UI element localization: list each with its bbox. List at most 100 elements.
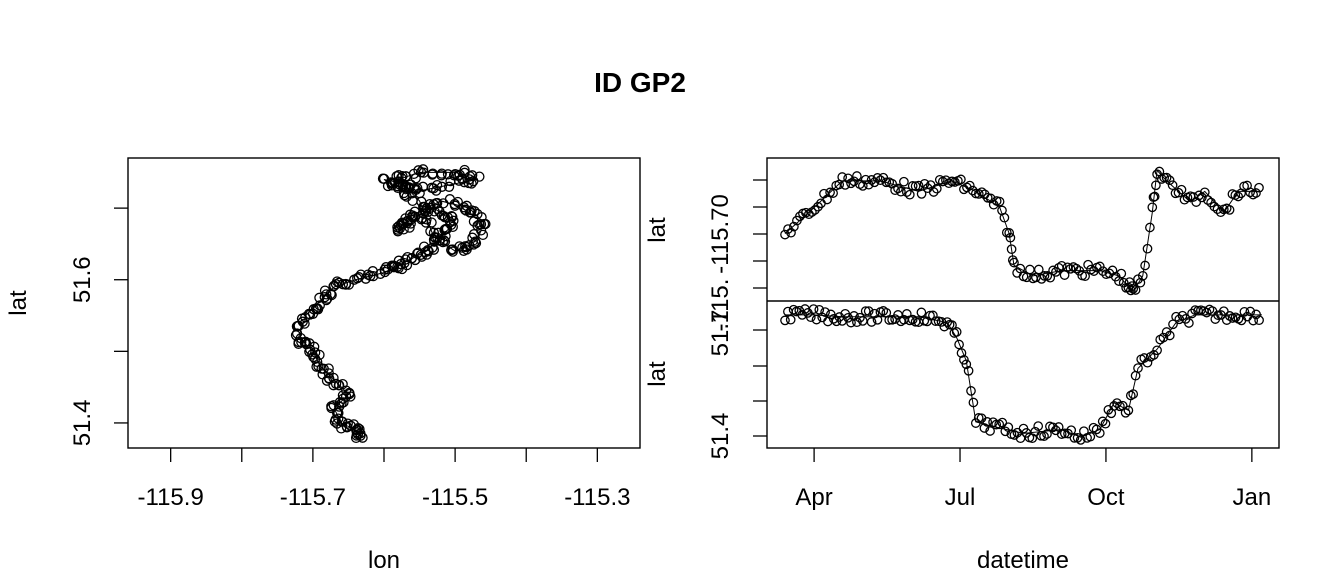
- right-upper-point: [1197, 192, 1207, 203]
- right-lower-point: [1133, 363, 1143, 373]
- left-track-point: [405, 179, 417, 190]
- right-lower-y-tick-label: 51.7: [707, 310, 734, 357]
- left-track-point: [469, 206, 480, 217]
- left-track-point: [396, 172, 407, 183]
- right-lower-point: [869, 308, 880, 319]
- left-track-point: [459, 177, 470, 188]
- right-upper-point: [907, 181, 918, 191]
- right-lower-point: [985, 426, 995, 436]
- right-lower-point: [863, 306, 874, 316]
- right-upper-point: [1130, 285, 1141, 295]
- right-upper-point: [852, 171, 862, 181]
- right-upper-point: [837, 172, 848, 182]
- right-upper-point: [789, 221, 799, 232]
- right-lower-point: [991, 419, 1002, 430]
- right-lower-point: [1158, 332, 1169, 343]
- right-lower-point: [811, 314, 822, 325]
- left-track-point: [326, 401, 337, 412]
- right-lower-point: [928, 310, 938, 321]
- right-upper-point: [913, 180, 924, 191]
- right-lower-point: [925, 310, 935, 321]
- right-x-tick-label: Jan: [1233, 484, 1272, 511]
- right-lower-point: [866, 317, 877, 327]
- left-track-point: [368, 270, 379, 282]
- left-track-point: [428, 227, 440, 238]
- left-track-point: [433, 227, 444, 238]
- right-upper-point: [1194, 190, 1204, 201]
- left-track-point: [442, 169, 454, 180]
- right-lower-point: [1245, 306, 1256, 317]
- left-track-point: [419, 201, 430, 213]
- right-lower-point: [785, 314, 796, 325]
- right-lower-point: [961, 359, 972, 370]
- right-lower-point: [855, 312, 865, 323]
- left-track-point: [413, 165, 424, 176]
- left-track-point: [445, 175, 456, 187]
- left-track-point: [474, 171, 485, 182]
- left-track-point: [336, 398, 347, 409]
- right-upper-point: [1254, 182, 1264, 193]
- left-track-point: [431, 179, 443, 191]
- right-lower-point: [951, 327, 962, 337]
- right-upper-point: [999, 212, 1010, 223]
- right-upper-point: [1251, 188, 1261, 198]
- right-lower-point: [788, 304, 799, 315]
- right-upper-point: [985, 193, 996, 204]
- left-track-point: [401, 259, 413, 271]
- right-lower-point: [963, 365, 974, 376]
- right-lower-point: [1142, 357, 1153, 368]
- right-lower-y-tick-label: 51.4: [707, 413, 734, 460]
- left-track-point: [439, 212, 451, 223]
- right-lower-point: [916, 307, 927, 318]
- right-x-tick-label: Apr: [795, 484, 832, 511]
- right-x-tick-label: Oct: [1087, 484, 1125, 511]
- right-upper-point: [1203, 195, 1213, 205]
- left-track-point: [319, 285, 331, 296]
- right-lower-point: [1094, 428, 1105, 438]
- right-upper-point: [896, 186, 906, 197]
- right-upper-point: [1080, 271, 1090, 282]
- left-track-point: [323, 363, 334, 374]
- right-lower-point: [1248, 315, 1259, 326]
- left-track-point: [333, 407, 344, 419]
- right-lower-point: [930, 316, 941, 327]
- left-track-point: [307, 349, 318, 360]
- left-track-point: [311, 361, 322, 372]
- right-lower-point: [966, 386, 976, 396]
- right-lower-point: [1069, 433, 1080, 443]
- right-lower-point: [1251, 309, 1261, 320]
- left-track-point: [442, 212, 454, 223]
- right-upper-point: [1173, 187, 1184, 198]
- right-upper-point: [1056, 260, 1067, 271]
- right-lower-point: [1039, 431, 1049, 442]
- left-track-point: [296, 313, 308, 324]
- left-track-point: [394, 223, 406, 234]
- right-upper-point: [1140, 260, 1150, 271]
- right-upper-point: [1098, 266, 1108, 277]
- left-track-point: [296, 336, 307, 348]
- right-lower-point: [954, 339, 964, 350]
- left-track-point: [427, 242, 438, 253]
- right-upper-point: [843, 173, 853, 184]
- left-track-point: [403, 181, 414, 193]
- left-track-point: [348, 419, 359, 430]
- left-track-point: [392, 224, 403, 235]
- right-upper-point: [1025, 264, 1035, 275]
- right-upper-point: [916, 189, 927, 199]
- right-lower-point: [797, 310, 808, 320]
- chart-title: ID GP2: [594, 67, 686, 98]
- right-lower-point: [956, 348, 967, 358]
- right-upper-point: [1245, 187, 1255, 198]
- left-plot-frame: [127, 157, 641, 449]
- right-upper-point: [901, 187, 912, 197]
- right-upper-point: [849, 176, 859, 187]
- right-x-axis-label: datetime: [977, 547, 1069, 574]
- right-upper-point: [1083, 259, 1093, 270]
- left-track-point: [334, 379, 345, 391]
- right-upper-point: [1212, 204, 1223, 215]
- right-upper-point: [1039, 271, 1050, 281]
- left-y-tick-label: 51.6: [69, 256, 96, 303]
- right-lower-y-label: lat: [644, 361, 671, 387]
- left-track-point: [459, 164, 470, 176]
